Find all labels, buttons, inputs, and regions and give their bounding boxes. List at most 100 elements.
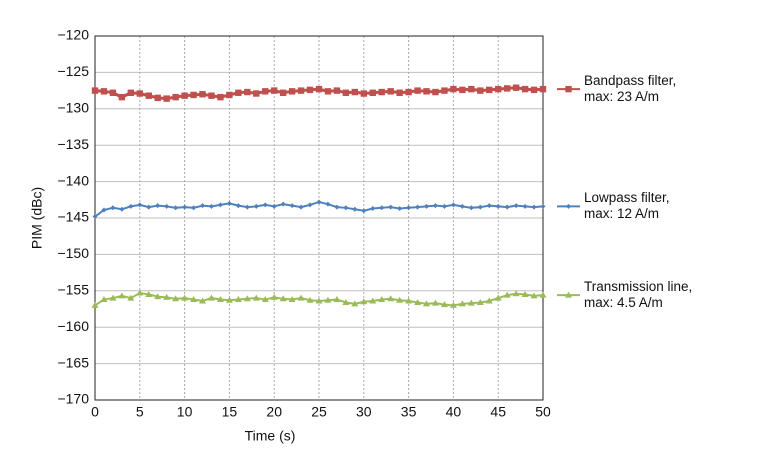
y-tick-label: −135: [57, 136, 89, 152]
marker: [405, 88, 412, 96]
marker: [182, 204, 188, 210]
marker: [441, 87, 448, 94]
marker: [415, 204, 421, 210]
marker: [387, 88, 394, 95]
marker: [441, 203, 447, 209]
marker: [424, 203, 430, 209]
marker: [388, 204, 394, 210]
marker: [513, 203, 519, 209]
x-tick-label: 30: [356, 404, 372, 420]
marker: [458, 300, 466, 307]
marker: [199, 91, 206, 98]
marker: [127, 294, 135, 301]
marker: [324, 296, 332, 303]
marker: [369, 297, 377, 304]
y-tick-label: −125: [57, 63, 89, 79]
marker: [207, 294, 215, 301]
marker: [172, 295, 180, 302]
marker: [468, 85, 475, 93]
marker: [297, 87, 305, 94]
marker: [486, 86, 493, 94]
series: [92, 199, 546, 220]
marker: [208, 92, 215, 99]
marker: [118, 292, 126, 299]
marker: [369, 89, 376, 96]
marker: [145, 92, 152, 99]
marker: [521, 85, 529, 93]
marker: [243, 295, 251, 302]
marker: [145, 290, 153, 297]
marker: [467, 299, 475, 306]
marker: [477, 204, 483, 210]
marker: [378, 296, 386, 303]
x-axis-label: Time (s): [245, 428, 296, 444]
marker: [262, 88, 269, 95]
marker: [431, 299, 439, 306]
marker: [423, 300, 431, 307]
marker: [565, 291, 572, 298]
y-tick-label: −130: [57, 100, 89, 116]
marker: [217, 93, 224, 101]
marker: [136, 90, 143, 97]
legend-label: Bandpass filter, max: 23 A/m: [584, 73, 677, 105]
marker: [566, 203, 571, 209]
marker: [315, 85, 323, 93]
marker: [234, 296, 242, 303]
y-tick-label: −155: [57, 282, 89, 298]
marker: [270, 293, 278, 300]
marker: [343, 205, 349, 211]
marker: [450, 85, 457, 93]
y-axis-label: PIM (dBc): [29, 187, 45, 249]
marker: [406, 205, 412, 211]
marker: [370, 206, 376, 212]
marker: [137, 202, 143, 208]
marker: [216, 296, 224, 303]
marker: [306, 296, 314, 303]
marker: [181, 92, 188, 99]
marker: [244, 204, 250, 210]
marker: [235, 89, 242, 96]
x-tick-label: 5: [136, 404, 144, 420]
marker: [101, 207, 107, 213]
marker: [325, 201, 331, 207]
y-tick-label: −170: [57, 391, 89, 407]
marker: [360, 298, 368, 305]
marker: [396, 89, 403, 96]
marker: [172, 93, 179, 101]
marker: [468, 205, 474, 211]
marker: [190, 296, 198, 303]
marker: [342, 298, 350, 305]
x-tick-label: 25: [311, 404, 327, 420]
marker: [199, 297, 207, 304]
marker: [110, 205, 116, 211]
marker: [253, 90, 260, 97]
marker: [414, 87, 421, 94]
marker: [522, 203, 528, 209]
marker: [503, 291, 511, 298]
marker: [316, 199, 322, 205]
marker: [396, 296, 404, 303]
marker: [127, 89, 135, 96]
x-tick-label: 50: [535, 404, 551, 420]
legend-label: Lowpass filter, max: 12 A/m: [584, 190, 670, 222]
marker: [181, 294, 189, 301]
marker: [565, 85, 572, 93]
marker: [109, 294, 117, 301]
marker: [164, 203, 170, 209]
y-tick-label: −150: [57, 245, 89, 261]
x-tick-label: 10: [177, 404, 193, 420]
series: [91, 289, 547, 308]
x-tick-label: 35: [401, 404, 417, 420]
marker: [118, 93, 126, 101]
marker: [297, 294, 305, 301]
marker: [235, 203, 241, 209]
marker: [504, 204, 510, 210]
marker: [92, 214, 98, 220]
marker: [262, 202, 268, 208]
marker: [226, 200, 232, 206]
marker: [495, 203, 501, 209]
marker: [155, 203, 161, 209]
marker: [459, 86, 466, 94]
marker: [128, 203, 134, 209]
